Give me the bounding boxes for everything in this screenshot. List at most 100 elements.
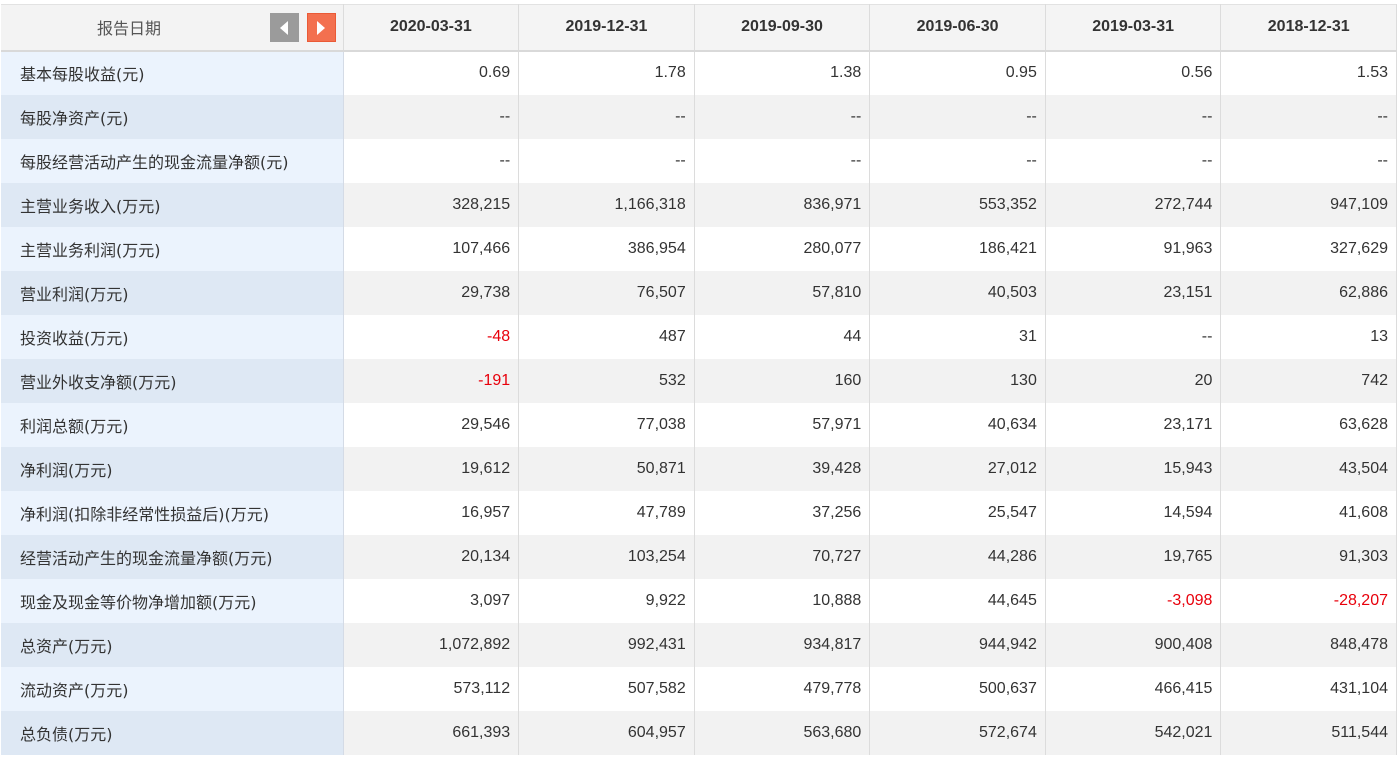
cell-value: 934,817: [694, 622, 871, 667]
cell-value: 76,507: [518, 270, 695, 315]
table-row: 经营活动产生的现金流量净额(万元) 20,134 103,254 70,727 44,2…: [1, 534, 1397, 579]
cell-value: 19,612: [343, 446, 520, 491]
cell-value: 107,466: [343, 226, 520, 271]
cell-value: 280,077: [694, 226, 871, 271]
cell-value: --: [518, 138, 695, 183]
cell-value: 40,503: [869, 270, 1046, 315]
cell-value: 16,957: [343, 490, 520, 535]
cell-value: --: [1220, 138, 1397, 183]
cell-value: 44,645: [869, 578, 1046, 623]
cell-value: 742: [1220, 358, 1397, 403]
cell-value: 70,727: [694, 534, 871, 579]
cell-value: --: [343, 94, 520, 139]
cell-value: 31: [869, 314, 1046, 359]
table-row: 每股净资产(元) -- -- -- -- -- --: [1, 94, 1397, 139]
cell-value: 27,012: [869, 446, 1046, 491]
row-label: 净利润(万元): [1, 446, 344, 491]
cell-value: 25,547: [869, 490, 1046, 535]
cell-value: --: [1045, 138, 1222, 183]
cell-value: --: [694, 94, 871, 139]
cell-value: 3,097: [343, 578, 520, 623]
row-label: 总资产(万元): [1, 622, 344, 667]
date-header: 2019-03-31: [1045, 4, 1222, 52]
table-row: 净利润(扣除非经常性损益后)(万元) 16,957 47,789 37,256 25,5…: [1, 490, 1397, 535]
cell-value: 130: [869, 358, 1046, 403]
cell-value: 327,629: [1220, 226, 1397, 271]
table-row: 每股经营活动产生的现金流量净额(元) -- -- -- -- -- --: [1, 138, 1397, 183]
cell-value: 44,286: [869, 534, 1046, 579]
cell-value: 41,608: [1220, 490, 1397, 535]
cell-value: -28,207: [1220, 578, 1397, 623]
cell-value: 900,408: [1045, 622, 1222, 667]
cell-value: --: [343, 138, 520, 183]
cell-value: 848,478: [1220, 622, 1397, 667]
cell-value: 20,134: [343, 534, 520, 579]
cell-value: 9,922: [518, 578, 695, 623]
cell-value: -3,098: [1045, 578, 1222, 623]
table-row: 流动资产(万元) 573,112 507,582 479,778 500,637 466,…: [1, 666, 1397, 711]
cell-value: 0.69: [343, 50, 520, 95]
cell-value: 29,546: [343, 402, 520, 447]
cell-value: 23,171: [1045, 402, 1222, 447]
cell-value: 13: [1220, 314, 1397, 359]
cell-value: 466,415: [1045, 666, 1222, 711]
row-label: 基本每股收益(元): [1, 50, 344, 95]
report-date-label: 报告日期: [97, 19, 162, 39]
row-label: 现金及现金等价物净增加额(万元): [1, 578, 344, 623]
row-label: 每股经营活动产生的现金流量净额(元): [1, 138, 344, 183]
prev-period-button[interactable]: [269, 13, 299, 42]
cell-value: 944,942: [869, 622, 1046, 667]
cell-value: --: [1220, 94, 1397, 139]
chevron-left-icon: [280, 20, 289, 35]
cell-value: 487: [518, 314, 695, 359]
cell-value: -191: [343, 358, 520, 403]
cell-value: 10,888: [694, 578, 871, 623]
cell-value: 947,109: [1220, 182, 1397, 227]
cell-value: 507,582: [518, 666, 695, 711]
cell-value: 47,789: [518, 490, 695, 535]
cell-value: 19,765: [1045, 534, 1222, 579]
chevron-right-icon: [317, 20, 326, 35]
cell-value: 23,151: [1045, 270, 1222, 315]
financial-summary-table: 报告日期 2020-03-31 2019-12-31 2019-09-30 20…: [1, 4, 1397, 755]
table-row: 总负债(万元) 661,393 604,957 563,680 572,674 542,0…: [1, 710, 1397, 755]
row-label: 利润总额(万元): [1, 402, 344, 447]
cell-value: 37,256: [694, 490, 871, 535]
cell-value: 40,634: [869, 402, 1046, 447]
cell-value: 91,303: [1220, 534, 1397, 579]
cell-value: 386,954: [518, 226, 695, 271]
table-row: 主营业务利润(万元) 107,466 386,954 280,077 186,421 91…: [1, 226, 1397, 271]
cell-value: 573,112: [343, 666, 520, 711]
table-row: 利润总额(万元) 29,546 77,038 57,971 40,634 23,171 63…: [1, 402, 1397, 447]
cell-value: --: [518, 94, 695, 139]
report-date-header: 报告日期: [1, 4, 344, 52]
table-row: 主营业务收入(万元) 328,215 1,166,318 836,971 553,352…: [1, 182, 1397, 227]
row-label: 流动资产(万元): [1, 666, 344, 711]
cell-value: 1.38: [694, 50, 871, 95]
row-label: 主营业务收入(万元): [1, 182, 344, 227]
row-label: 总负债(万元): [1, 710, 344, 755]
next-period-button[interactable]: [306, 13, 336, 42]
period-nav: [269, 13, 336, 42]
cell-value: 542,021: [1045, 710, 1222, 755]
cell-value: 43,504: [1220, 446, 1397, 491]
date-header: 2020-03-31: [343, 4, 520, 52]
date-header: 2019-06-30: [869, 4, 1046, 52]
cell-value: 15,943: [1045, 446, 1222, 491]
cell-value: 186,421: [869, 226, 1046, 271]
cell-value: 0.56: [1045, 50, 1222, 95]
header-row: 报告日期 2020-03-31 2019-12-31 2019-09-30 20…: [1, 4, 1397, 52]
table-row: 现金及现金等价物净增加额(万元) 3,097 9,922 10,888 44,645 -3…: [1, 578, 1397, 623]
row-label: 投资收益(万元): [1, 314, 344, 359]
cell-value: 431,104: [1220, 666, 1397, 711]
date-header: 2019-12-31: [518, 4, 695, 52]
cell-value: 604,957: [518, 710, 695, 755]
cell-value: 0.95: [869, 50, 1046, 95]
table-row: 营业外收支净额(万元) -191 532 160 130 20 742: [1, 358, 1397, 403]
cell-value: 57,971: [694, 402, 871, 447]
cell-value: -48: [343, 314, 520, 359]
cell-value: 532: [518, 358, 695, 403]
date-header: 2019-09-30: [694, 4, 871, 52]
cell-value: --: [1045, 314, 1222, 359]
cell-value: --: [1045, 94, 1222, 139]
